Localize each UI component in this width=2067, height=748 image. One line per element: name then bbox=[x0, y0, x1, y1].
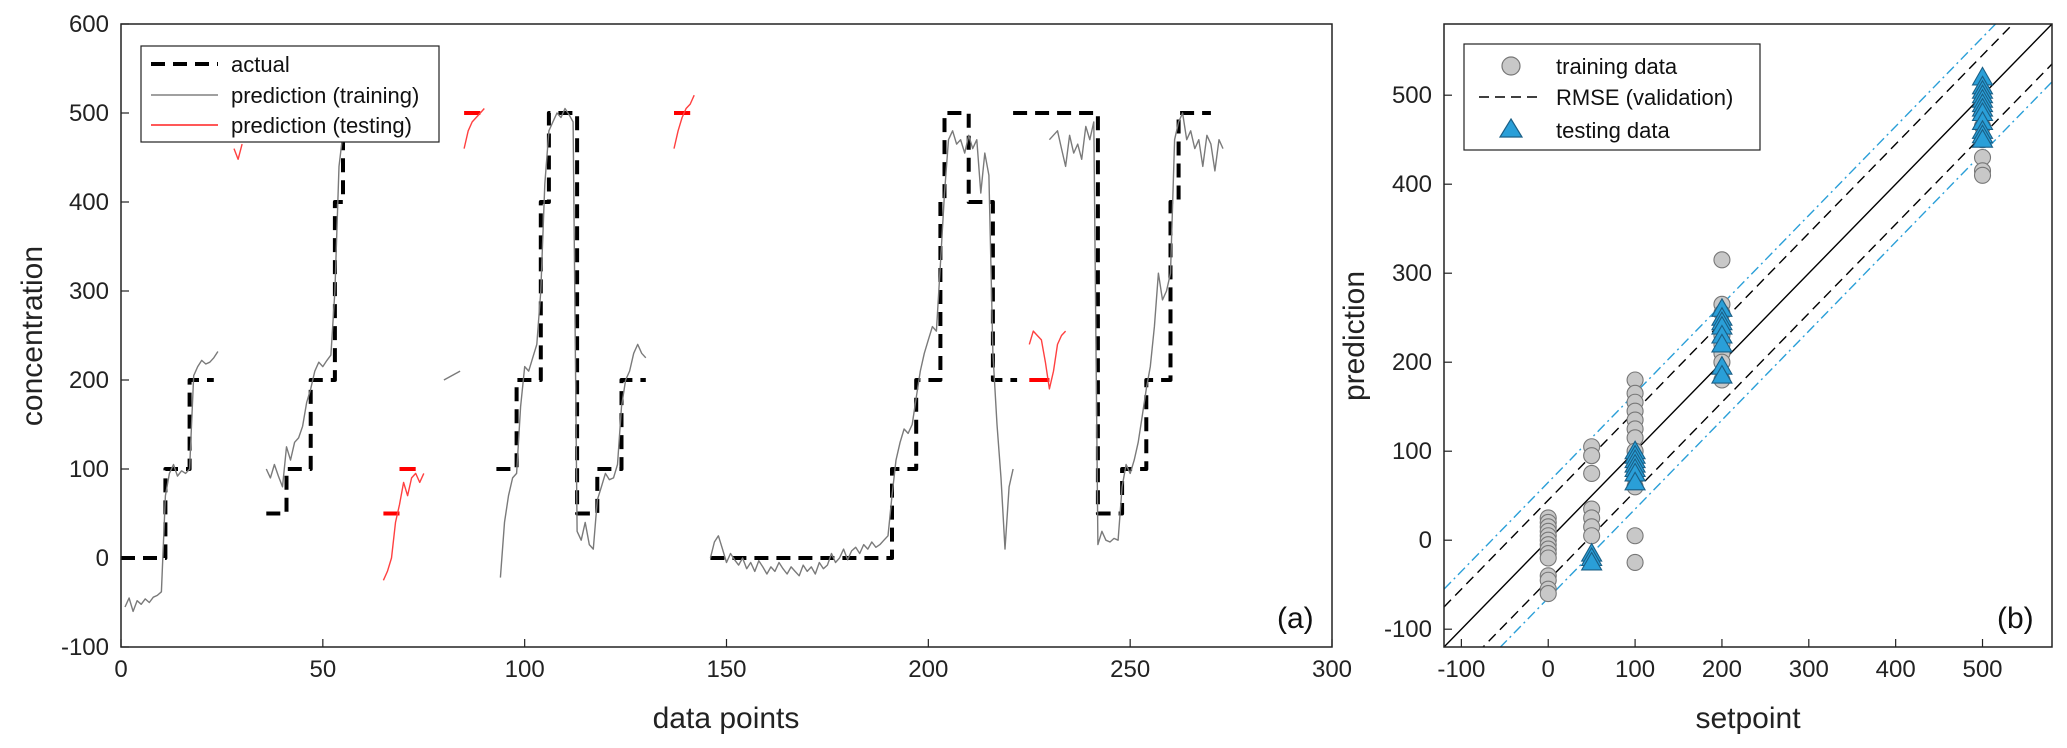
chart-a-ytick-label: 200 bbox=[69, 367, 109, 394]
legend-b-testing-label: testing data bbox=[1556, 118, 1671, 143]
chart-b-ytick-label: 100 bbox=[1392, 438, 1432, 465]
chart-a-ytick-label: 600 bbox=[69, 11, 109, 38]
testing-point bbox=[1710, 333, 1733, 353]
training-point bbox=[1583, 447, 1601, 465]
legend-actual-label: actual bbox=[231, 52, 290, 77]
chart-a-xtick-label: 300 bbox=[1312, 656, 1352, 683]
legend-b-training-label: training data bbox=[1556, 54, 1678, 79]
legend-training-marker bbox=[1501, 56, 1521, 76]
series-line-prediction-training- bbox=[124, 351, 219, 613]
chart-b-xtick-label: -100 bbox=[1437, 656, 1485, 683]
chart-a-xtick-label: 0 bbox=[114, 656, 127, 683]
series-line-prediction-testing- bbox=[233, 143, 243, 160]
legend-testing-label: prediction (testing) bbox=[231, 113, 412, 138]
chart-b-ytick-label: 200 bbox=[1392, 349, 1432, 376]
chart-b-ytick-label: 300 bbox=[1392, 260, 1432, 287]
training-point bbox=[1583, 527, 1601, 545]
chart-b-panel-label: (b) bbox=[1997, 602, 2034, 635]
chart-b-points bbox=[1539, 66, 1994, 603]
chart-b-xtick-label: 200 bbox=[1702, 656, 1742, 683]
chart-a-ytick-label: -100 bbox=[61, 634, 109, 661]
chart-a-ytick-label: 0 bbox=[96, 545, 109, 572]
testing-point bbox=[1624, 471, 1647, 491]
chart-a-xlabel: data points bbox=[653, 702, 800, 735]
chart-a-ylabel: concentration bbox=[16, 246, 49, 426]
chart-b-xtick-label: 500 bbox=[1962, 656, 2002, 683]
chart-a-panel-label: (a) bbox=[1277, 602, 1314, 635]
chart-b-legend: training data RMSE (validation) testing … bbox=[1463, 43, 1761, 151]
series-line-prediction-training- bbox=[709, 130, 1014, 577]
chart-a-series bbox=[121, 94, 1224, 613]
testing-upper-line bbox=[1444, 24, 1997, 590]
chart-b-ytick-label: -100 bbox=[1384, 616, 1432, 643]
chart-a-frame bbox=[120, 23, 1333, 648]
series-line-actual bbox=[266, 111, 352, 516]
legend-training-label: prediction (training) bbox=[231, 83, 419, 108]
testing-point bbox=[1580, 551, 1603, 571]
series-line-actual bbox=[710, 111, 1018, 560]
series-line-prediction-testing- bbox=[673, 94, 695, 149]
chart-a-ytick-label: 100 bbox=[69, 456, 109, 483]
chart-a-xtick-label: 150 bbox=[706, 656, 746, 683]
series-line-prediction-training- bbox=[443, 370, 461, 381]
series-line-prediction-training- bbox=[1048, 112, 1224, 546]
chart-b-xlabel: setpoint bbox=[1695, 702, 1801, 735]
legend-testing-marker bbox=[1498, 117, 1524, 138]
chart-b-ticks: -100 0 100 200 300 400 500 -100 0 100 200 300 400 500 bbox=[1384, 82, 2003, 683]
training-point bbox=[1626, 553, 1644, 572]
chart-b-xtick-label: 300 bbox=[1789, 656, 1829, 683]
chart-a-ytick-label: 300 bbox=[69, 278, 109, 305]
chart-a-ytick-label: 400 bbox=[69, 189, 109, 216]
chart-a-ticks: 0 50 100 150 200 250 300-100010020030040050060… bbox=[61, 11, 1352, 683]
training-point bbox=[1713, 251, 1731, 269]
series-line-prediction-testing- bbox=[1028, 330, 1067, 390]
chart-b-frame bbox=[1443, 23, 2053, 648]
training-point bbox=[1539, 585, 1557, 603]
series-line-prediction-training- bbox=[265, 108, 352, 488]
rmse-upper-line bbox=[1444, 24, 2014, 608]
chart-b-xtick-label: 100 bbox=[1615, 656, 1655, 683]
series-line-prediction-testing- bbox=[382, 472, 425, 581]
chart-b-ytick-label: 400 bbox=[1392, 171, 1432, 198]
chart-b-ytick-label: 0 bbox=[1419, 527, 1432, 554]
chart-a-legend-box bbox=[140, 45, 440, 143]
series-line-prediction-testing- bbox=[463, 108, 485, 149]
chart-a-xtick-label: 100 bbox=[505, 656, 545, 683]
chart-b: -100 0 100 200 300 400 500 -100 0 100 200 300 400 500… bbox=[1338, 23, 2053, 735]
chart-b-ylabel: prediction bbox=[1338, 271, 1371, 401]
training-point bbox=[1626, 527, 1644, 545]
chart-a-legend: actual prediction (training) prediction … bbox=[140, 45, 440, 143]
testing-point bbox=[1710, 364, 1733, 384]
legend-b-rmse-label: RMSE (validation) bbox=[1556, 85, 1733, 110]
chart-a-ytick-label: 500 bbox=[69, 100, 109, 127]
chart-b-ytick-label: 500 bbox=[1392, 82, 1432, 109]
chart-a-xtick-label: 50 bbox=[309, 656, 336, 683]
training-point bbox=[1583, 464, 1601, 483]
series-line-prediction-training- bbox=[499, 107, 647, 578]
chart-a-xtick-label: 200 bbox=[908, 656, 948, 683]
series-line-actual bbox=[1013, 111, 1211, 516]
training-point bbox=[1973, 166, 1992, 184]
testing-point bbox=[1971, 128, 1994, 148]
chart-a-xtick-label: 250 bbox=[1110, 656, 1150, 683]
training-point bbox=[1539, 549, 1557, 567]
chart-b-xtick-label: 0 bbox=[1542, 656, 1555, 683]
chart-b-xtick-label: 400 bbox=[1876, 656, 1916, 683]
chart-a: 0 50 100 150 200 250 300-100010020030040050060… bbox=[16, 11, 1352, 735]
